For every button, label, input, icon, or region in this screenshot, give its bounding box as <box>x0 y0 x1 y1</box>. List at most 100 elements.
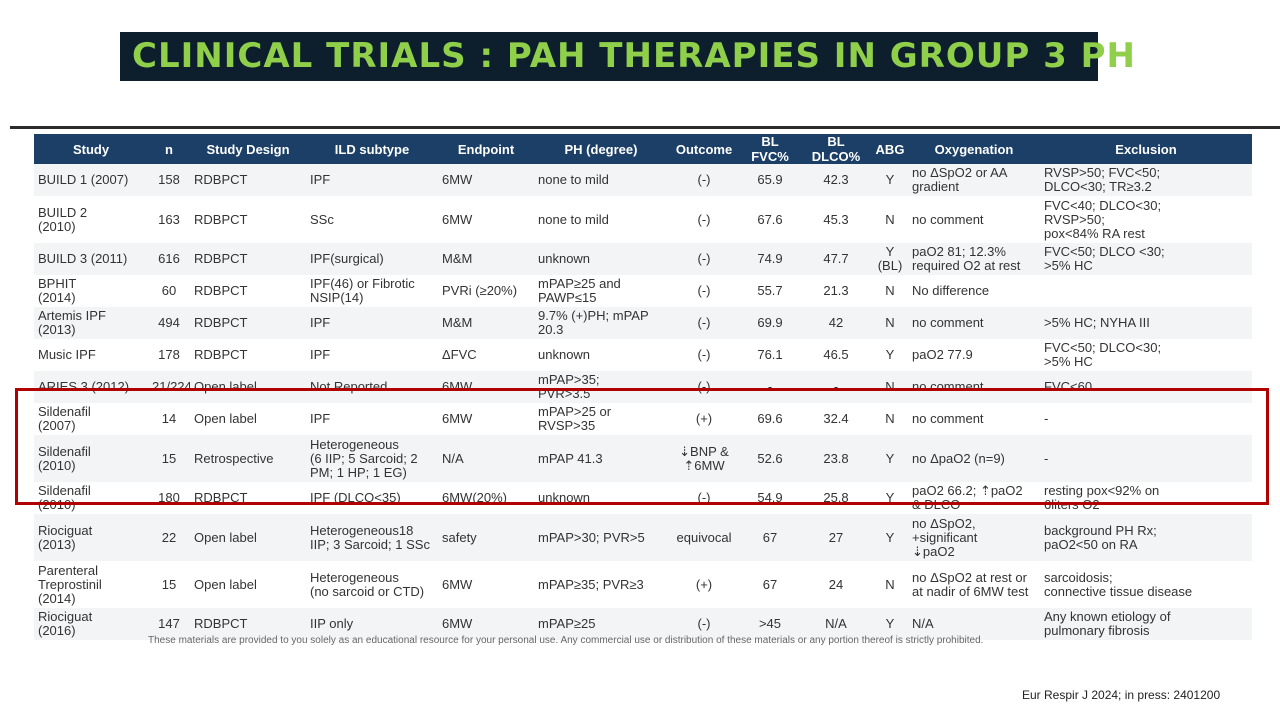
cell-ild: IPF (DLCO<35) <box>306 482 438 514</box>
column-header: PH (degree) <box>534 134 668 164</box>
cell-abg: Y (BL) <box>872 243 908 275</box>
cell-n: 494 <box>148 307 190 339</box>
cell-endpoint: M&M <box>438 307 534 339</box>
cell-design: RDBPCT <box>190 275 306 307</box>
column-header: Exclusion <box>1040 134 1252 164</box>
cell-abg: Y <box>872 482 908 514</box>
cell-endpoint: 6MW <box>438 403 534 435</box>
cell-ph: mPAP≥35; PVR≥3 <box>534 561 668 608</box>
citation-text: Eur Respir J 2024; in press: 2401200 <box>1022 688 1221 702</box>
cell-study: Artemis IPF (2013) <box>34 307 148 339</box>
cell-outcome: (-) <box>668 164 740 196</box>
table-row: Riociguat (2013) 22 Open label Heterogeneou… <box>34 514 1252 561</box>
cell-exclusion: background PH Rx; paO2<50 on RA <box>1040 514 1252 561</box>
cell-endpoint: 6MW <box>438 608 534 640</box>
cell-exclusion: - <box>1040 403 1252 435</box>
divider-rule <box>10 126 1280 129</box>
cell-dlco: 42.3 <box>800 164 872 196</box>
cell-endpoint: 6MW <box>438 164 534 196</box>
cell-abg: Y <box>872 514 908 561</box>
cell-fvc: >45 <box>740 608 800 640</box>
cell-ild: IPF <box>306 403 438 435</box>
table-body: BUILD 1 (2007) 158 RDBPCT IPF 6MW none to mil… <box>34 164 1252 640</box>
cell-study: BUILD 2 (2010) <box>34 196 148 243</box>
table-row: Music IPF 178 RDBPCT IPF ΔFVC unknown (-) 76.1 4… <box>34 339 1252 371</box>
cell-study: BUILD 1 (2007) <box>34 164 148 196</box>
cell-design: RDBPCT <box>190 608 306 640</box>
cell-abg: Y <box>872 435 908 482</box>
header-row: Study n Study Design ILD subtype Endpoint PH … <box>34 134 1252 164</box>
cell-oxygenation: paO2 81; 12.3% required O2 at rest <box>908 243 1040 275</box>
cell-ph: none to mild <box>534 196 668 243</box>
cell-n: 22 <box>148 514 190 561</box>
cell-exclusion: >5% HC; NYHA III <box>1040 307 1252 339</box>
cell-oxygenation: paO2 66.2; ⇡paO2 & DLCO <box>908 482 1040 514</box>
cell-ild: IPF <box>306 339 438 371</box>
cell-outcome: (-) <box>668 243 740 275</box>
cell-ph: unknown <box>534 243 668 275</box>
cell-n: 180 <box>148 482 190 514</box>
column-header: Endpoint <box>438 134 534 164</box>
cell-fvc: 69.6 <box>740 403 800 435</box>
cell-study: Riociguat (2016) <box>34 608 148 640</box>
cell-ph: none to mild <box>534 164 668 196</box>
cell-fvc: 76.1 <box>740 339 800 371</box>
column-header: Outcome <box>668 134 740 164</box>
cell-exclusion: sarcoidosis; connective tissue disease <box>1040 561 1252 608</box>
table-row: Sildenafil (2007) 14 Open label IPF 6MW mPAP>… <box>34 403 1252 435</box>
cell-ild: Heterogeneous (6 IIP; 5 Sarcoid; 2 PM; 1… <box>306 435 438 482</box>
column-header: ILD subtype <box>306 134 438 164</box>
cell-endpoint: 6MW <box>438 561 534 608</box>
column-header: BL DLCO% <box>800 134 872 164</box>
cell-fvc: 67 <box>740 561 800 608</box>
cell-endpoint: M&M <box>438 243 534 275</box>
cell-abg: N <box>872 307 908 339</box>
clinical-trials-table: Study n Study Design ILD subtype Endpoint PH … <box>34 134 1252 640</box>
cell-dlco: 45.3 <box>800 196 872 243</box>
cell-outcome: (-) <box>668 371 740 403</box>
table-row: Sildenafil (2010) 15 Retrospective Heteroge… <box>34 435 1252 482</box>
cell-design: RDBPCT <box>190 339 306 371</box>
cell-oxygenation: no comment <box>908 403 1040 435</box>
cell-design: RDBPCT <box>190 307 306 339</box>
cell-endpoint: N/A <box>438 435 534 482</box>
cell-study: BPHIT (2014) <box>34 275 148 307</box>
cell-outcome: (-) <box>668 482 740 514</box>
cell-dlco: 42 <box>800 307 872 339</box>
table-row: Artemis IPF (2013) 494 RDBPCT IPF M&M 9.7% (+… <box>34 307 1252 339</box>
cell-abg: N <box>872 403 908 435</box>
cell-design: Open label <box>190 514 306 561</box>
cell-oxygenation: no comment <box>908 196 1040 243</box>
cell-abg: N <box>872 275 908 307</box>
cell-outcome: (+) <box>668 403 740 435</box>
cell-abg: Y <box>872 608 908 640</box>
column-header: n <box>148 134 190 164</box>
cell-n: 158 <box>148 164 190 196</box>
cell-ph: unknown <box>534 482 668 514</box>
table-row: BUILD 2 (2010) 163 RDBPCT SSc 6MW none to mil… <box>34 196 1252 243</box>
cell-fvc: 67 <box>740 514 800 561</box>
cell-dlco: 46.5 <box>800 339 872 371</box>
table-row: BUILD 3 (2011) 616 RDBPCT IPF(surgical) M&M u… <box>34 243 1252 275</box>
cell-study: Sildenafil (2010) <box>34 482 148 514</box>
cell-fvc: 67.6 <box>740 196 800 243</box>
cell-outcome: (+) <box>668 561 740 608</box>
cell-abg: Y <box>872 164 908 196</box>
cell-ild: SSc <box>306 196 438 243</box>
cell-endpoint: safety <box>438 514 534 561</box>
column-header: BL FVC% <box>740 134 800 164</box>
cell-abg: Y <box>872 339 908 371</box>
cell-dlco: - <box>800 371 872 403</box>
cell-ph: mPAP>30; PVR>5 <box>534 514 668 561</box>
cell-design: RDBPCT <box>190 243 306 275</box>
cell-ph: 9.7% (+)PH; mPAP 20.3 <box>534 307 668 339</box>
title-banner: CLINICAL TRIALS : PAH THERAPIES IN GROUP… <box>120 32 1135 81</box>
table-row: Riociguat (2016) 147 RDBPCT IIP only 6MW mPAP… <box>34 608 1252 640</box>
cell-outcome: equivocal <box>668 514 740 561</box>
cell-endpoint: PVRi (≥20%) <box>438 275 534 307</box>
cell-exclusion: FVC<40; DLCO<30; RVSP>50; pox<84% RA res… <box>1040 196 1252 243</box>
cell-ph: mPAP 41.3 <box>534 435 668 482</box>
cell-study: Sildenafil (2010) <box>34 435 148 482</box>
cell-ild: IPF <box>306 307 438 339</box>
slide-title: CLINICAL TRIALS : PAH THERAPIES IN GROUP… <box>132 36 1136 76</box>
